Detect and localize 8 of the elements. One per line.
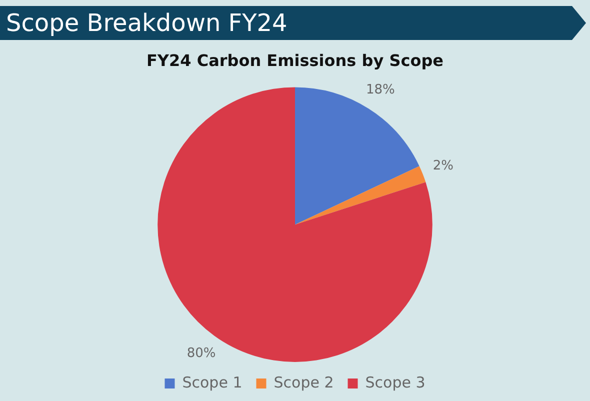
legend-label: Scope 3 xyxy=(365,373,426,392)
legend-label: Scope 1 xyxy=(182,373,242,392)
legend-label: Scope 2 xyxy=(274,373,334,392)
data-label: 2% xyxy=(432,158,454,174)
data-label: 80% xyxy=(186,346,216,361)
chart-subtitle: FY24 Carbon Emissions by Scope xyxy=(146,50,444,70)
data-label: 18% xyxy=(366,82,395,98)
chart-title: Scope Breakdown FY24 xyxy=(6,8,288,39)
